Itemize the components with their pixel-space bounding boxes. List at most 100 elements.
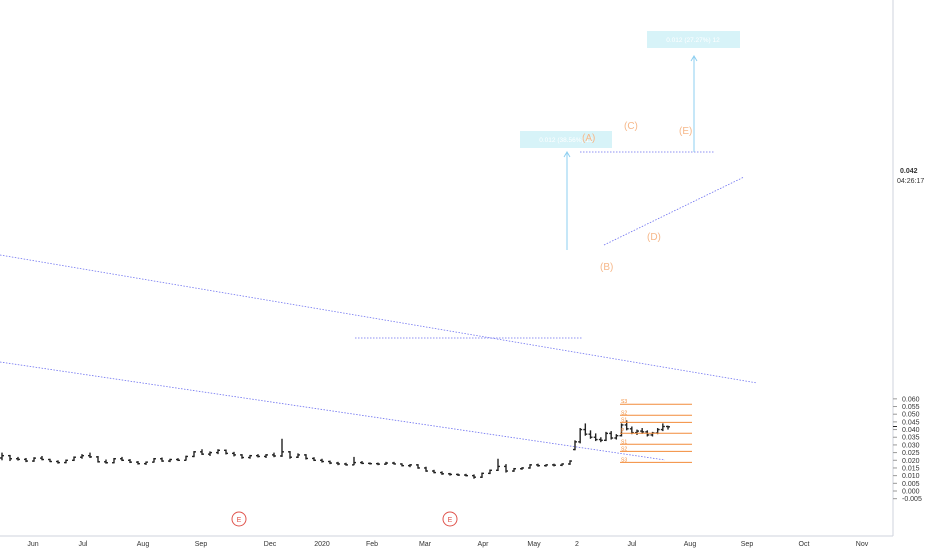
price-bar[interactable]	[392, 461, 396, 465]
price-bar[interactable]	[560, 463, 564, 467]
price-bar[interactable]	[578, 428, 583, 444]
price-bar[interactable]	[240, 454, 244, 459]
wave-label-e[interactable]: (E)	[679, 126, 692, 137]
price-bar[interactable]	[666, 425, 670, 430]
price-bar[interactable]	[416, 464, 420, 469]
price-bar[interactable]	[528, 464, 532, 469]
price-bar[interactable]	[216, 449, 220, 455]
price-bar[interactable]	[184, 455, 188, 461]
price-bar[interactable]	[488, 469, 492, 475]
price-bar[interactable]	[568, 460, 572, 465]
price-bar[interactable]	[573, 440, 577, 451]
price-bar[interactable]	[288, 451, 292, 459]
price-bar[interactable]	[368, 462, 372, 465]
wave-label-b[interactable]: (B)	[600, 262, 613, 273]
price-bar[interactable]	[440, 471, 444, 475]
price-bar[interactable]	[136, 461, 140, 465]
price-bar[interactable]	[104, 459, 108, 464]
price-bar[interactable]	[144, 461, 148, 465]
price-bar[interactable]	[604, 431, 608, 442]
price-bar[interactable]	[520, 467, 524, 470]
measure-1[interactable]: 0.012 (38.56%) 12	[520, 131, 612, 250]
price-bar[interactable]	[128, 459, 132, 464]
price-bar[interactable]	[176, 458, 180, 462]
price-bar[interactable]	[24, 457, 28, 463]
price-bar[interactable]	[464, 473, 468, 477]
earnings-marker-2[interactable]: E	[442, 511, 458, 527]
price-bar[interactable]	[424, 466, 428, 472]
price-bar[interactable]	[400, 463, 404, 467]
wave-label-c[interactable]: (C)	[624, 121, 638, 132]
price-bar[interactable]	[593, 433, 598, 442]
price-bar[interactable]	[496, 458, 500, 472]
price-bar[interactable]	[88, 452, 92, 458]
price-bar[interactable]	[248, 454, 252, 459]
price-bar[interactable]	[304, 454, 308, 460]
price-bar[interactable]	[160, 457, 164, 462]
price-bar[interactable]	[344, 462, 348, 466]
price-bar[interactable]	[609, 431, 614, 440]
price-bar[interactable]	[472, 474, 476, 479]
price-bar[interactable]	[432, 469, 436, 474]
price-bar[interactable]	[256, 454, 260, 458]
price-bar[interactable]	[544, 464, 548, 467]
price-bar[interactable]	[296, 453, 300, 458]
earnings-marker-1[interactable]: E	[231, 511, 247, 527]
price-bar[interactable]	[72, 456, 76, 462]
price-bar[interactable]	[120, 456, 124, 462]
price-bar[interactable]	[552, 463, 556, 467]
price-bar[interactable]	[272, 452, 276, 458]
price-bar[interactable]	[588, 430, 593, 439]
price-bar[interactable]	[96, 455, 100, 463]
price-bar[interactable]	[650, 431, 655, 437]
price-bar[interactable]	[232, 451, 236, 457]
price-bar[interactable]	[0, 452, 4, 461]
price-bar[interactable]	[200, 449, 204, 455]
price-bar[interactable]	[376, 462, 380, 466]
price-bar[interactable]	[536, 463, 540, 467]
price-bar[interactable]	[264, 454, 268, 458]
triangle-bottom-line[interactable]	[603, 176, 745, 246]
price-bar[interactable]	[48, 458, 52, 463]
price-bar[interactable]	[208, 451, 212, 456]
price-bar[interactable]	[619, 423, 624, 437]
price-bar[interactable]	[16, 456, 20, 461]
price-bar[interactable]	[614, 434, 619, 440]
price-bar[interactable]	[168, 458, 172, 463]
price-bar[interactable]	[32, 457, 36, 462]
price-bar[interactable]	[40, 455, 44, 461]
price-bar[interactable]	[408, 464, 412, 468]
price-bar[interactable]	[328, 460, 332, 465]
measure-2[interactable]: 0.012 (27.27%) 12	[647, 31, 740, 152]
price-bar[interactable]	[112, 457, 116, 464]
price-bar[interactable]	[192, 451, 196, 458]
channel-lower-line[interactable]	[0, 361, 666, 461]
price-bar[interactable]	[64, 459, 68, 464]
price-bar[interactable]	[352, 456, 356, 466]
price-bar[interactable]	[280, 438, 284, 457]
price-bar[interactable]	[360, 461, 364, 465]
price-bar[interactable]	[635, 429, 639, 435]
wave-label-d[interactable]: (D)	[647, 232, 661, 243]
price-bar[interactable]	[448, 472, 452, 476]
price-bar[interactable]	[224, 449, 228, 455]
price-bar[interactable]	[583, 423, 588, 436]
price-bar[interactable]	[598, 437, 603, 443]
price-bar[interactable]	[384, 461, 388, 465]
price-bar[interactable]	[336, 461, 340, 466]
price-bar[interactable]	[56, 460, 60, 464]
price-bar[interactable]	[512, 467, 516, 472]
wave-label-a[interactable]: (A)	[582, 133, 595, 144]
price-bar[interactable]	[80, 454, 84, 459]
price-bar[interactable]	[660, 423, 665, 432]
price-bar[interactable]	[320, 458, 324, 463]
price-bar[interactable]	[8, 454, 12, 462]
price-bar[interactable]	[456, 473, 460, 476]
price-axis[interactable]: 0.0600.0550.0500.0450.0400.0350.0300.025…	[892, 0, 932, 550]
price-bar[interactable]	[152, 457, 156, 463]
channel-upper-line[interactable]	[0, 254, 758, 384]
price-bar[interactable]	[480, 472, 484, 478]
price-bar[interactable]	[504, 464, 508, 473]
price-bar[interactable]	[312, 457, 316, 462]
